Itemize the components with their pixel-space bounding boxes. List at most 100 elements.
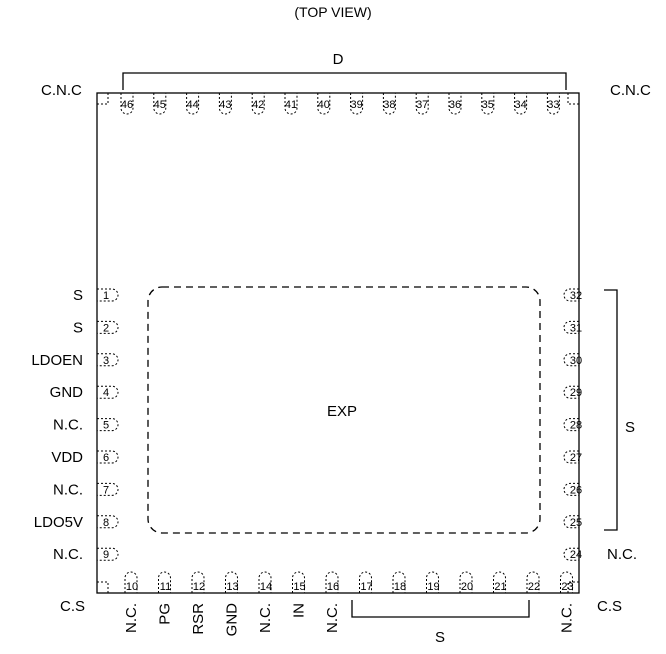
pin-37-number: 37 — [416, 99, 428, 111]
pin-29-pad — [563, 385, 579, 399]
pin-1-number: 1 — [103, 290, 109, 302]
pin-27-number: 27 — [570, 452, 582, 464]
pin-2-name: S — [73, 319, 83, 336]
package-body — [96, 92, 580, 594]
pin-6-pad — [97, 450, 119, 464]
pin-26-pad — [563, 482, 579, 496]
pin-4-pad — [97, 385, 119, 399]
pin-21-number: 21 — [494, 581, 506, 593]
pin-16-name: N.C. — [324, 603, 341, 633]
pin-32-number: 32 — [570, 290, 582, 302]
pin-28-number: 28 — [570, 420, 582, 432]
corner-label-top-left: C.N.C — [41, 82, 82, 99]
pin-36-pad — [448, 93, 462, 115]
pin-32-pad — [563, 288, 579, 302]
pin-16-pad — [325, 571, 339, 593]
pin-43-number: 43 — [219, 99, 231, 111]
pin-35-number: 35 — [482, 99, 494, 111]
corner-label-bottom-right: C.S — [597, 598, 622, 615]
pin-17-pad — [359, 571, 372, 593]
pin-40-number: 40 — [318, 99, 330, 111]
pin-14-pad — [258, 571, 272, 593]
right-group-label: S — [625, 419, 635, 436]
pin-17-number: 17 — [360, 581, 372, 593]
pin-30-number: 30 — [570, 355, 582, 367]
pin-9-name: N.C. — [53, 546, 83, 563]
pin-24-name: N.C. — [607, 546, 637, 563]
pin-39-pad — [350, 93, 364, 115]
right-pins: 24 N.C. 25 26 27 28 29 30 31 32 — [563, 288, 637, 563]
pin-33-pad — [546, 93, 560, 115]
pin-42-number: 42 — [252, 99, 264, 111]
pin-7-pad — [97, 482, 119, 496]
pin-25-number: 25 — [570, 517, 582, 529]
pin-45-number: 45 — [154, 99, 166, 111]
pin-5-name: N.C. — [53, 417, 83, 434]
pin-42-pad — [251, 93, 265, 115]
pin-15-number: 15 — [293, 581, 305, 593]
pin-41-pad — [284, 93, 298, 115]
pin-36-number: 36 — [449, 99, 461, 111]
corner-pad-bottom-left — [97, 581, 109, 593]
exposed-pad-label: EXP — [327, 403, 357, 420]
corner-pad-top-left — [97, 93, 109, 105]
corner-label-bottom-left: C.S — [60, 598, 85, 615]
pin-23-pad — [560, 571, 573, 593]
pin-15-name: IN — [291, 603, 308, 618]
pin-40-pad — [317, 93, 331, 115]
pin-6-name: VDD — [51, 449, 83, 466]
pin-8-number: 8 — [103, 517, 109, 529]
pin-24-pad — [563, 547, 579, 561]
pin-30-pad — [563, 353, 579, 367]
pin-37-pad — [415, 93, 429, 115]
pin-5-number: 5 — [103, 420, 109, 432]
pin-9-number: 9 — [103, 549, 109, 561]
pin-14-number: 14 — [260, 581, 272, 593]
pin-15-pad — [292, 571, 305, 593]
pin-41-number: 41 — [285, 99, 297, 111]
pin-16-number: 16 — [327, 581, 339, 593]
pin-46-pad — [120, 93, 134, 115]
pin-19-pad — [426, 571, 439, 593]
pin-2-pad — [97, 320, 119, 334]
pin-13-number: 13 — [226, 581, 238, 593]
pin-20-pad — [459, 571, 473, 593]
pin-11-number: 11 — [160, 581, 171, 593]
pin-9-pad — [97, 547, 119, 561]
pin-12-name: RSR — [190, 603, 207, 635]
pin-2-number: 2 — [103, 322, 109, 334]
bottom-pins: 10 N.C. 11 PG 12 RSR 13 GND 14 N.C. 15 IN 16 N.C. 17 18… — [123, 571, 576, 636]
pin-39-number: 39 — [350, 99, 362, 111]
left-pins: 1 S 2 S 3 LDOEN 4 GND 5 N.C. 6 VDD 7 N.C. 8 LDO5V 9 N.C. — [31, 287, 119, 563]
pin-7-name: N.C. — [53, 481, 83, 498]
pin-44-number: 44 — [186, 99, 198, 111]
right-group-bracket — [604, 289, 618, 531]
pin-1-pad — [97, 288, 119, 302]
pin-6-number: 6 — [103, 452, 109, 464]
pin-31-number: 31 — [570, 322, 582, 334]
pin-43-pad — [218, 93, 232, 115]
pin-27-pad — [563, 450, 579, 464]
corner-pad-top-right — [567, 93, 579, 105]
pin-18-pad — [392, 571, 406, 593]
pin-18-number: 18 — [394, 581, 406, 593]
pin-13-pad — [225, 571, 238, 593]
pin-34-pad — [514, 93, 528, 115]
bottom-group-bracket — [351, 600, 530, 618]
pin-12-number: 12 — [193, 581, 205, 593]
exposed-pad — [147, 286, 541, 534]
pin-11-pad — [158, 571, 171, 593]
pin-22-number: 22 — [528, 581, 540, 593]
top-group-bracket — [122, 72, 567, 90]
pin-3-number: 3 — [103, 355, 109, 367]
pin-4-number: 4 — [103, 387, 109, 399]
bottom-group-label: S — [435, 629, 445, 646]
pin-1-name: S — [73, 287, 83, 304]
pin-29-number: 29 — [570, 387, 582, 399]
top-pins: 33 34 35 36 37 38 39 40 41 42 43 44 45 46 — [120, 93, 560, 115]
pin-45-pad — [153, 93, 167, 115]
pin-14-name: N.C. — [257, 603, 274, 633]
pin-10-number: 10 — [126, 581, 138, 593]
pin-21-pad — [493, 571, 506, 593]
